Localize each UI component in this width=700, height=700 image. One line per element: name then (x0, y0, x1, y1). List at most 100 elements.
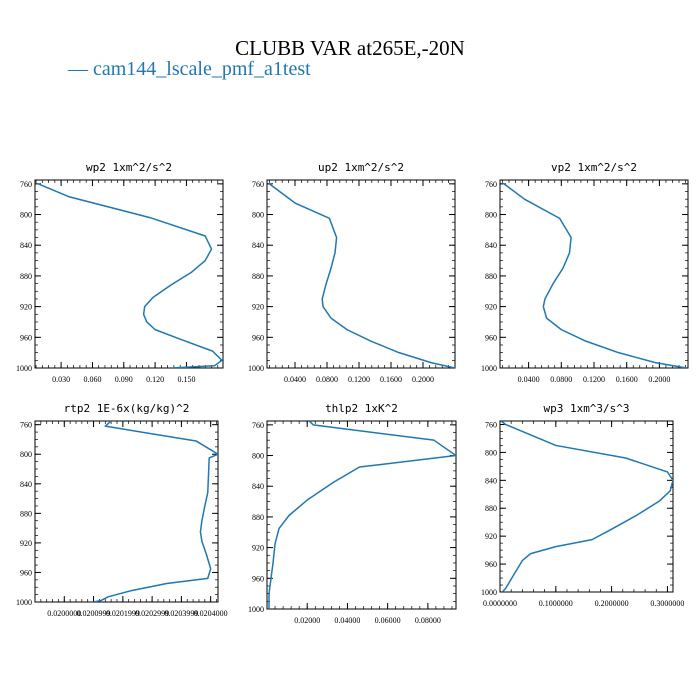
x-tick-label: 0.0204000 (194, 609, 228, 618)
x-tick-label: 0.030 (52, 375, 70, 384)
x-tick-label: 0.2000000 (595, 599, 629, 608)
y-tick-label: 880 (20, 509, 32, 518)
y-tick-label: 840 (252, 241, 264, 250)
y-tick-label: 880 (485, 272, 497, 281)
y-tick-label: 760 (20, 180, 32, 189)
legend-entry: — cam144_lscale_pmf_a1test (68, 58, 311, 81)
y-tick-label: 1000 (481, 364, 497, 373)
y-tick-label: 960 (485, 333, 497, 342)
y-tick-label: 920 (20, 539, 32, 548)
y-tick-label: 920 (252, 544, 264, 553)
x-tick-label: 0.0202999 (135, 609, 169, 618)
x-tick-label: 0.1600 (616, 375, 638, 384)
panel-title: wp2 1xm^2/s^2 (86, 161, 172, 174)
y-tick-label: 920 (252, 303, 264, 312)
panel-1: wp2 1xm^2/s^2 0.030 0.060 0.090 0.120 0.150 76… (16, 161, 224, 384)
y-tick-label: 1000 (16, 364, 32, 373)
x-tick-label: 0.120 (146, 375, 164, 384)
y-tick-label: 760 (485, 420, 497, 429)
y-tick-label: 880 (252, 513, 264, 522)
figure-title: CLUBB VAR at265E,-20N (235, 36, 465, 60)
x-tick-label: 0.060 (83, 375, 101, 384)
x-tick-label: 0.2000 (412, 375, 434, 384)
y-tick-label: 840 (252, 482, 264, 491)
y-tick-label: 840 (485, 241, 497, 250)
y-tick-label: 800 (252, 211, 264, 220)
y-tick-label: 960 (20, 333, 32, 342)
x-tick-label: 0.2000 (648, 375, 670, 384)
y-tick-label: 760 (485, 180, 497, 189)
plot-frame (499, 179, 689, 369)
y-tick-label: 760 (252, 180, 264, 189)
x-tick-label: 0.0200999 (77, 609, 111, 618)
panel-title: rtp2 1E-6x(kg/kg)^2 (64, 402, 190, 415)
x-tick-label: 0.06000 (375, 616, 401, 625)
x-tick-label: 0.0203999 (164, 609, 198, 618)
x-tick-label: 0.0200000 (47, 609, 81, 618)
x-tick-label: 0.0800 (550, 375, 572, 384)
x-tick-label: 0.1200 (348, 375, 370, 384)
series-line (500, 421, 673, 592)
y-tick-label: 920 (20, 303, 32, 312)
y-tick-label: 920 (485, 303, 497, 312)
panel-4: rtp2 1E-6x(kg/kg)^20.02000000.02009990.0… (16, 402, 228, 618)
panel-title: vp2 1xm^2/s^2 (551, 161, 637, 174)
x-tick-label: 0.0400 (518, 375, 540, 384)
x-tick-label: 0.1600 (380, 375, 402, 384)
y-tick-label: 760 (252, 421, 264, 430)
y-tick-label: 960 (252, 333, 264, 342)
y-tick-label: 880 (252, 272, 264, 281)
y-tick-label: 760 (20, 421, 32, 430)
y-tick-label: 960 (20, 568, 32, 577)
plot-frame (34, 420, 219, 603)
y-tick-label: 840 (20, 480, 32, 489)
y-tick-label: 800 (252, 452, 264, 461)
panel-3: vp2 1xm^2/s^2 0.0400 0.0800 0.1200 0.1600 0.2… (481, 161, 689, 384)
panel-title: wp3 1xm^3/s^3 (543, 402, 629, 415)
y-tick-label: 1000 (16, 598, 32, 607)
y-tick-label: 800 (485, 211, 497, 220)
y-tick-label: 880 (485, 504, 497, 513)
y-tick-label: 960 (252, 574, 264, 583)
x-tick-label: 0.1200 (583, 375, 605, 384)
panel-6: wp3 1xm^3/s^3 0.0000000 0.1000000 0.2000000… (481, 402, 684, 608)
legend-label: cam144_lscale_pmf_a1test (93, 58, 311, 80)
y-tick-label: 800 (485, 448, 497, 457)
x-tick-label: 0.0400 (284, 375, 306, 384)
x-tick-label: 0.04000 (334, 616, 360, 625)
y-tick-label: 880 (20, 272, 32, 281)
y-tick-label: 1000 (248, 605, 264, 614)
x-tick-label: 0.090 (115, 375, 133, 384)
panel-2: up2 1xm^2/s^2 0.0400 0.0800 0.1200 0.1600 0.2… (248, 161, 456, 384)
x-tick-label: 0.150 (177, 375, 195, 384)
y-tick-label: 1000 (481, 588, 497, 597)
series-line (268, 421, 456, 609)
plot-frame (266, 179, 456, 369)
y-tick-label: 800 (20, 211, 32, 220)
plot-frame (34, 179, 224, 369)
x-tick-label: 0.3000000 (650, 599, 684, 608)
series-line (503, 183, 687, 368)
series-line (268, 183, 455, 368)
y-tick-label: 1000 (248, 364, 264, 373)
x-tick-label: 0.08000 (415, 616, 441, 625)
plot-frame (499, 420, 674, 593)
legend-line-marker: — (68, 58, 93, 80)
series-line (37, 183, 223, 368)
y-tick-label: 800 (20, 450, 32, 459)
y-tick-label: 840 (485, 476, 497, 485)
x-tick-label: 0.0800 (316, 375, 338, 384)
x-tick-label: 0.1000000 (539, 599, 573, 608)
x-tick-label: 0.0201999 (106, 609, 140, 618)
series-line (93, 421, 218, 602)
x-tick-label: 0.0000000 (483, 599, 517, 608)
plot-frame (266, 420, 457, 610)
y-tick-label: 840 (20, 241, 32, 250)
panel-title: up2 1xm^2/s^2 (318, 161, 404, 174)
y-tick-label: 920 (485, 532, 497, 541)
y-tick-label: 960 (485, 560, 497, 569)
panel-5: thlp2 1xK^2 0.02000 0.04000 0.06000 0.08000 7… (248, 402, 457, 625)
x-tick-label: 0.02000 (294, 616, 320, 625)
panel-title: thlp2 1xK^2 (325, 402, 398, 415)
